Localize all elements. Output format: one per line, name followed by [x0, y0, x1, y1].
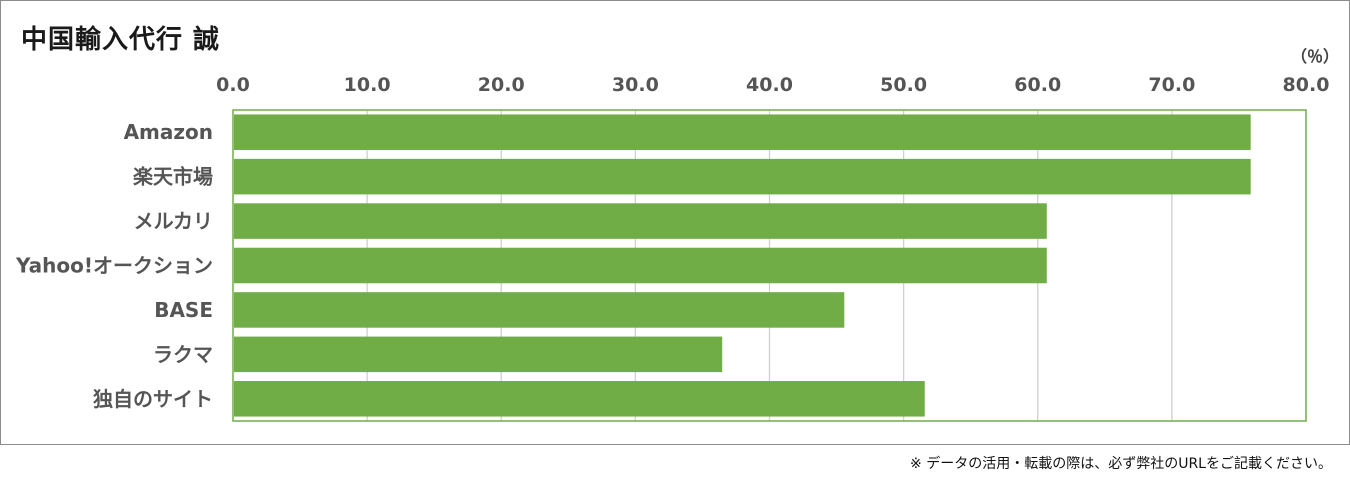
bar: [234, 203, 1047, 239]
bar: [234, 247, 1047, 284]
category-label: BASE: [154, 298, 213, 322]
x-tick-label: 10.0: [344, 74, 391, 96]
category-label: ラクマ: [153, 342, 213, 366]
x-tick-label: 70.0: [1148, 74, 1195, 96]
bar: [234, 381, 925, 417]
x-tick-label: 0.0: [216, 74, 250, 96]
bar: [234, 336, 723, 373]
x-tick-label: 30.0: [612, 74, 659, 96]
x-tick-label: 50.0: [880, 74, 927, 96]
category-label: 独自のサイト: [93, 387, 213, 411]
x-tick-label: 80.0: [1283, 74, 1330, 96]
category-label: 楽天市場: [133, 165, 213, 189]
category-label: メルカリ: [134, 209, 213, 233]
bar: [234, 114, 1251, 150]
chart-title: 中国輸入代行 誠: [21, 25, 221, 55]
bar: [234, 158, 1251, 195]
x-tick-label: 60.0: [1014, 74, 1061, 96]
category-label: Yahoo!オークション: [15, 254, 213, 278]
plot-area-border: [232, 109, 1307, 422]
x-tick-label: 20.0: [478, 74, 525, 96]
x-tick-label: 40.0: [746, 74, 793, 96]
bar-chart: 0.0 10.0 20.0 30.0 40.0 50.0 60.0 70.0 80.0 Amazo…: [15, 74, 1330, 422]
footnote: ※ データの活用・転載の際は、必ず弊社のURLをご記載ください。: [910, 456, 1332, 472]
category-label: Amazon: [124, 120, 213, 144]
bar: [234, 292, 845, 328]
unit-label: （％）: [1291, 47, 1340, 66]
